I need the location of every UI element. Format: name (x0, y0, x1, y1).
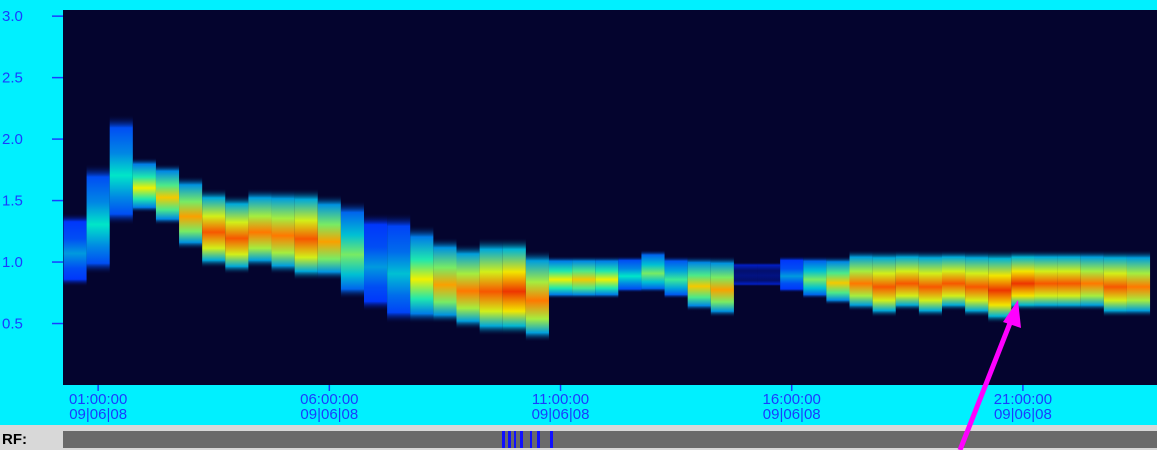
annotation-arrow (957, 300, 1021, 451)
x-tick-date: 09|06|08 (763, 406, 821, 423)
spectral-band (433, 237, 457, 324)
x-tick-date: 09|06|08 (994, 406, 1052, 423)
spectral-band (733, 262, 758, 287)
spectral-band (988, 249, 1012, 324)
x-tick-label: 06:00:00 (300, 391, 358, 408)
x-tick-label: 21:00:00 (994, 391, 1052, 408)
spectral-band (179, 175, 203, 250)
spectral-band (525, 249, 549, 342)
rf-label: RF: (2, 431, 27, 448)
spectral-band (687, 255, 711, 312)
spectral-band (757, 262, 781, 287)
spectral-band (641, 249, 665, 293)
spectral-band (1126, 249, 1151, 318)
spectral-band (86, 163, 110, 275)
spectral-band (1034, 249, 1058, 312)
spectral-band (710, 255, 734, 318)
spectral-band (849, 249, 873, 312)
x-tick-date: 09|06|08 (532, 406, 590, 423)
spectral-band (502, 237, 526, 336)
spectral-band (803, 255, 827, 299)
rf-bar (63, 431, 1157, 448)
spectral-band (410, 225, 434, 324)
spectral-band (456, 243, 480, 330)
rf-events (502, 431, 553, 448)
x-tick-label: 16:00:00 (763, 391, 821, 408)
spectral-band (317, 194, 341, 281)
spectral-band (132, 157, 156, 213)
spectral-band (248, 188, 272, 269)
spectral-band (941, 249, 966, 312)
spectral-band (364, 212, 388, 312)
spectral-band (387, 212, 411, 324)
spectral-band (155, 163, 180, 226)
spectral-band (1057, 249, 1081, 312)
spectral-band (479, 237, 503, 336)
spectral-band (548, 255, 573, 299)
y-tick-label: 1.0 (2, 254, 23, 271)
spectral-band (109, 114, 133, 226)
spectral-band (872, 249, 896, 318)
spectral-band (572, 255, 596, 299)
x-tick-date: 09|06|08 (69, 406, 127, 423)
spectral-band (1103, 249, 1127, 318)
spectral-band (965, 249, 989, 318)
spectral-band (895, 249, 919, 312)
spectral-band (595, 255, 619, 299)
y-tick-label: 3.0 (2, 8, 23, 25)
spectral-band (225, 194, 249, 275)
y-tick-label: 1.5 (2, 193, 23, 210)
y-tick-label: 0.5 (2, 316, 23, 333)
x-tick-label: 11:00:00 (532, 391, 589, 408)
spectral-band (340, 200, 365, 299)
spectral-band (618, 255, 642, 293)
y-tick-label: 2.5 (2, 70, 23, 87)
spectral-band (664, 255, 688, 299)
spectral-band (63, 212, 87, 287)
spectral-band (826, 255, 850, 306)
spectral-band (918, 249, 942, 318)
x-tick-date: 09|06|08 (300, 406, 358, 423)
y-tick-label: 2.0 (2, 131, 23, 148)
spectral-band (294, 188, 318, 281)
spectral-band (1080, 249, 1104, 312)
spectral-band (202, 188, 226, 269)
spectral-band (1011, 249, 1035, 312)
spectral-band (780, 255, 804, 293)
x-tick-label: 01:00:00 (69, 391, 127, 408)
spectral-band (271, 188, 295, 275)
